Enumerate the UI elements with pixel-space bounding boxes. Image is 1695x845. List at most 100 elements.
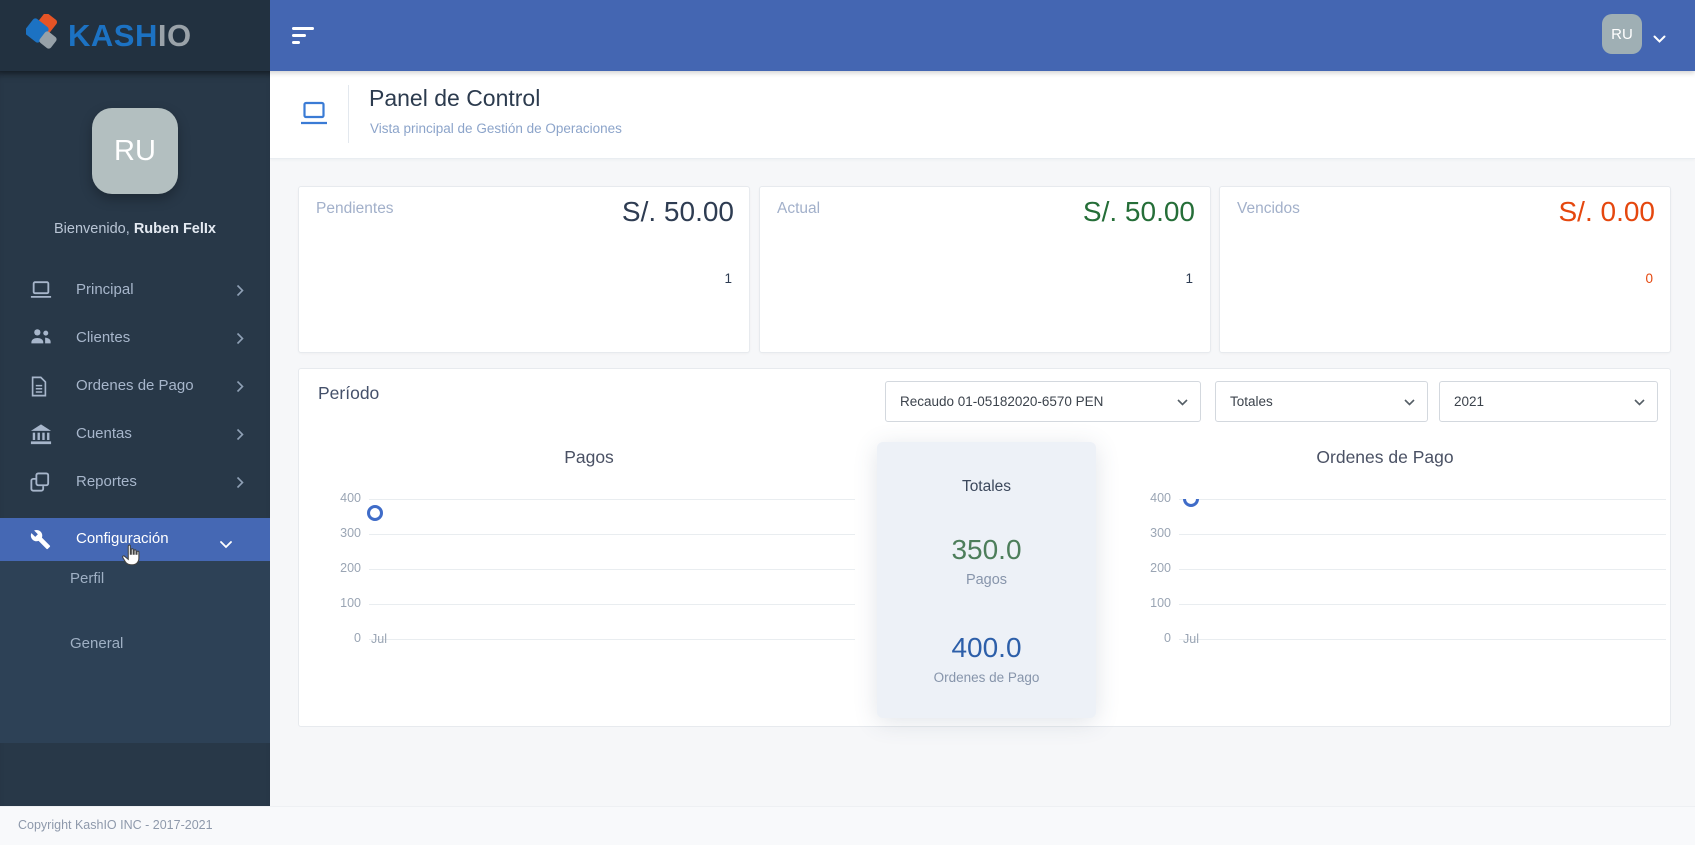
- year-select-value: 2021: [1454, 394, 1485, 409]
- totals-pagos-value: 350.0: [951, 534, 1022, 565]
- x-axis-tick: Jul: [371, 632, 387, 646]
- sidebar-item-label: Principal: [76, 281, 134, 298]
- submenu-item-perfil[interactable]: Perfil: [70, 570, 105, 587]
- submenu-item-general[interactable]: General: [70, 635, 124, 652]
- sidebar-item-label: Configuración: [76, 530, 169, 547]
- page-title: Panel de Control: [369, 85, 541, 111]
- y-axis-tick: 200: [340, 561, 361, 575]
- header-divider: [348, 85, 349, 143]
- gridline: [369, 499, 855, 500]
- chevron-right-icon: [236, 428, 244, 446]
- card-count: 0: [1645, 271, 1653, 286]
- chevron-down-icon: [1634, 399, 1645, 406]
- chart-title-ordenes: Ordenes de Pago: [1316, 447, 1454, 467]
- y-axis-tick: 400: [340, 491, 361, 505]
- card-vencidos: Vencidos S/. 0.00 0: [1219, 186, 1671, 353]
- laptop-icon: [30, 280, 52, 302]
- period-title: Período: [318, 383, 380, 403]
- y-axis-tick: 300: [340, 526, 361, 540]
- totals-panel: Totales 350.0 Pagos 400.0 Ordenes de Pag…: [877, 442, 1096, 718]
- welcome-message: Bienvenido, Ruben FelIx: [0, 221, 270, 237]
- sidebar-item-principal[interactable]: Principal: [0, 266, 270, 314]
- card-amount: S/. 50.00: [1082, 196, 1195, 227]
- page-subtitle: Vista principal de Gestión de Operacione…: [370, 121, 622, 136]
- year-select[interactable]: 2021: [1439, 381, 1658, 422]
- y-axis-tick: 300: [1150, 526, 1171, 540]
- card-actual: Actual S/. 50.00 1: [759, 186, 1211, 353]
- gridline: [369, 639, 855, 640]
- chevron-right-icon: [236, 284, 244, 302]
- profile-avatar: RU: [92, 108, 178, 194]
- y-axis-tick: 0: [1164, 631, 1171, 645]
- brand-logo: KASHIO: [0, 0, 270, 71]
- configuracion-submenu: Perfil General: [0, 561, 270, 743]
- gridline: [1179, 604, 1666, 605]
- totals-title: Totales: [961, 478, 1012, 495]
- chevron-down-icon: [1404, 399, 1415, 406]
- y-axis-tick: 100: [340, 596, 361, 610]
- user-avatar[interactable]: RU: [1602, 14, 1642, 54]
- totales-select-value: Totales: [1230, 394, 1273, 409]
- chevron-down-icon: [1177, 399, 1188, 406]
- sidebar-item-label: Reportes: [76, 473, 137, 490]
- sidebar-item-cuentas[interactable]: Cuentas: [0, 410, 270, 458]
- sidebar-item-label: Cuentas: [76, 425, 132, 442]
- chart-title-pagos: Pagos: [564, 447, 614, 467]
- y-axis-tick: 0: [354, 631, 361, 645]
- sidebar-item-ordenes-de-pago[interactable]: Ordenes de Pago: [0, 362, 270, 410]
- sidebar-item-label: Ordenes de Pago: [76, 377, 194, 394]
- data-point-ordenes: [1183, 499, 1199, 508]
- sidebar-item-clientes[interactable]: Clientes: [0, 314, 270, 362]
- sidebar-item-label: Clientes: [76, 329, 131, 346]
- chevron-right-icon: [236, 476, 244, 494]
- brand-name-secondary: IO: [157, 17, 192, 53]
- monitor-icon: [300, 101, 328, 131]
- reports-icon: [30, 472, 52, 494]
- x-axis-tick: Jul: [1183, 632, 1199, 646]
- topbar: KASHIO RU: [0, 0, 1695, 71]
- bank-icon: [30, 424, 52, 446]
- footer: Copyright KashIO INC - 2017-2021: [0, 806, 1695, 845]
- data-point-pagos: [367, 505, 383, 521]
- gridline: [369, 569, 855, 570]
- chevron-right-icon: [236, 332, 244, 350]
- kashio-logo-icon: [24, 12, 60, 57]
- totals-ordenes-value: 400.0: [951, 632, 1022, 663]
- card-amount: S/. 0.00: [1558, 196, 1655, 227]
- totals-pagos-label: Pagos: [965, 572, 1008, 588]
- card-label: Pendientes: [316, 200, 394, 217]
- brand-name: KASHIO: [68, 18, 192, 54]
- document-icon: [30, 376, 52, 398]
- welcome-prefix: Bienvenido,: [54, 221, 134, 237]
- card-amount: S/. 50.00: [621, 196, 734, 227]
- sidebar-toggle-icon[interactable]: [292, 27, 316, 45]
- gridline: [1179, 569, 1666, 570]
- card-count: 1: [724, 271, 732, 286]
- gridline: [369, 604, 855, 605]
- recaudo-select-value: Recaudo 01-05182020-6570 PEN: [900, 394, 1104, 409]
- card-count: 1: [1185, 271, 1193, 286]
- gridline: [369, 534, 855, 535]
- user-menu-chevron-down-icon[interactable]: [1653, 31, 1666, 49]
- card-pendientes: Pendientes S/. 50.00 1: [298, 186, 750, 353]
- brand-name-primary: KASH: [68, 17, 158, 53]
- sidebar-menu: Principal Clientes Ordenes de Pago: [0, 266, 270, 506]
- chevron-down-icon: [220, 536, 232, 554]
- sidebar-item-reportes[interactable]: Reportes: [0, 458, 270, 506]
- period-panel: Período Recaudo 01-05182020-6570 PEN Tot…: [298, 368, 1671, 727]
- wrench-icon: [30, 529, 51, 550]
- mouse-cursor: [120, 543, 142, 575]
- chevron-right-icon: [236, 380, 244, 398]
- y-axis-tick: 100: [1150, 596, 1171, 610]
- totales-select[interactable]: Totales: [1215, 381, 1428, 422]
- gridline: [1179, 639, 1666, 640]
- page-header: Panel de Control Vista principal de Gest…: [270, 71, 1695, 159]
- gridline: [1179, 499, 1666, 500]
- totals-ordenes-label: Ordenes de Pago: [933, 670, 1040, 685]
- recaudo-select[interactable]: Recaudo 01-05182020-6570 PEN: [885, 381, 1201, 422]
- sidebar: RU Bienvenido, Ruben FelIx Principal Cli…: [0, 71, 270, 806]
- copyright-text: Copyright KashIO INC - 2017-2021: [18, 818, 213, 832]
- y-axis-tick: 200: [1150, 561, 1171, 575]
- y-axis-tick: 400: [1150, 491, 1171, 505]
